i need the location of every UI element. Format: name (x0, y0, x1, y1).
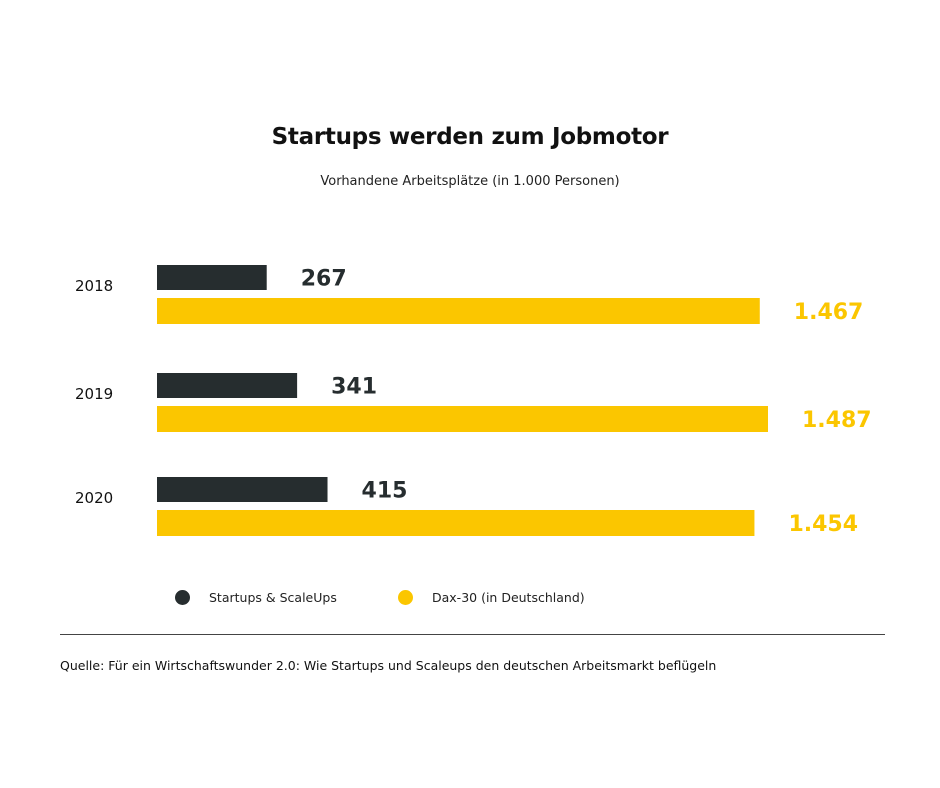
data-label-startups-2019: 341 (331, 375, 377, 400)
data-label-startups-2020: 415 (362, 479, 408, 504)
divider (60, 634, 885, 635)
legend-item-dax: Dax-30 (in Deutschland) (398, 590, 585, 605)
bar-chart: 2018 267 1.467 2019 341 1.487 2020 415 1.454 (75, 265, 872, 537)
chart-title: Startups werden zum Jobmotor (271, 124, 669, 150)
legend-label-dax: Dax-30 (in Deutschland) (432, 590, 585, 605)
chart-subtitle: Vorhandene Arbeitsplätze (in 1.000 Perso… (320, 174, 620, 189)
category-label-2020: 2020 (75, 489, 113, 507)
legend-swatch-startups (175, 590, 190, 605)
data-label-dax-2020: 1.454 (788, 512, 858, 537)
bar-startups-2019 (157, 373, 298, 398)
source-note: Quelle: Für ein Wirtschaftswunder 2.0: W… (60, 658, 717, 673)
bar-dax-2019 (157, 406, 768, 432)
data-label-startups-2018: 267 (301, 267, 347, 292)
bar-startups-2018 (157, 265, 267, 290)
bar-dax-2020 (157, 510, 755, 536)
legend-item-startups: Startups & ScaleUps (175, 590, 337, 605)
data-label-dax-2018: 1.467 (794, 300, 864, 325)
legend-label-startups: Startups & ScaleUps (209, 590, 337, 605)
category-label-2018: 2018 (75, 277, 113, 295)
category-label-2019: 2019 (75, 385, 113, 403)
data-label-dax-2019: 1.487 (802, 408, 872, 433)
bar-startups-2020 (157, 477, 328, 502)
bar-dax-2018 (157, 298, 760, 324)
legend-swatch-dax (398, 590, 413, 605)
